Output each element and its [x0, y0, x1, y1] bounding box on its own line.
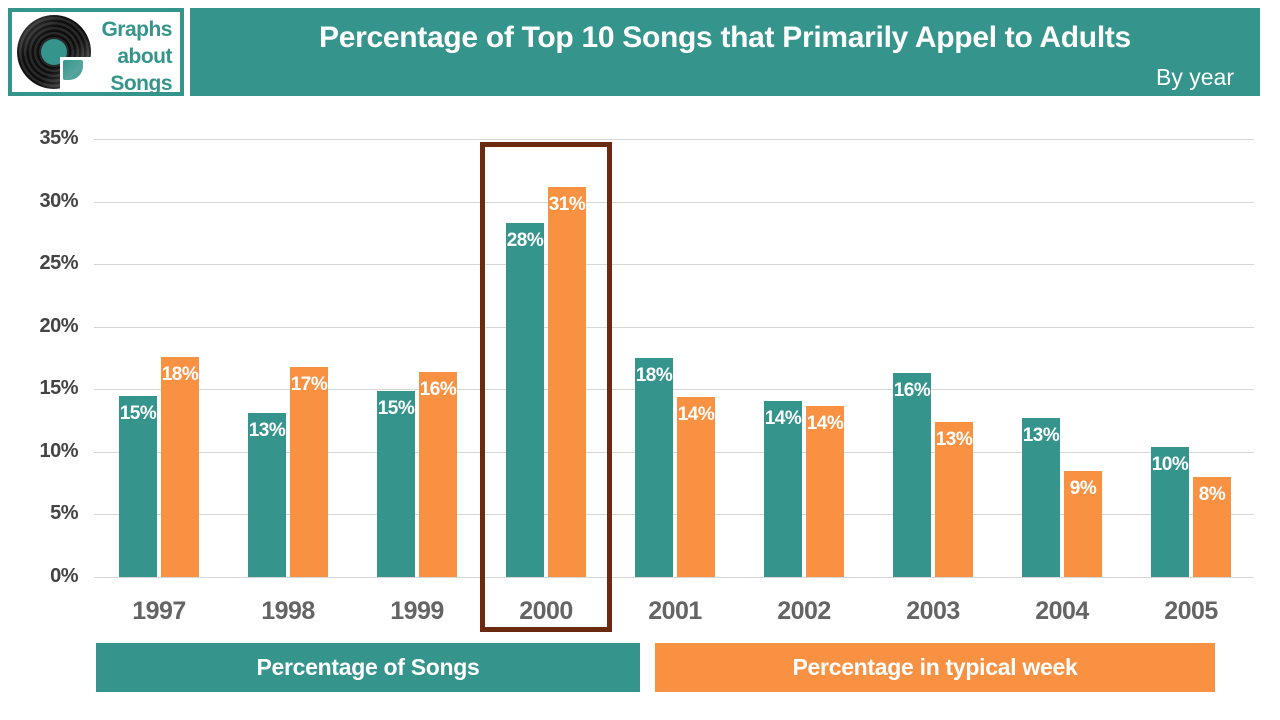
x-axis-label: 1997	[132, 597, 186, 625]
bar-2002-week: 14%	[806, 405, 844, 577]
y-axis-tick-label: 15%	[39, 377, 78, 400]
x-axis-label: 2004	[1035, 597, 1089, 625]
bar-2003-week: 13%	[935, 421, 973, 577]
x-axis-label: 2003	[906, 597, 960, 625]
x-axis-label: 2001	[648, 597, 702, 625]
logo-line-2: about	[117, 45, 172, 68]
x-axis-label: 2000	[519, 597, 573, 625]
header: Percentage of Top 10 Songs that Primaril…	[190, 8, 1260, 96]
bar-2001-week: 14%	[677, 396, 715, 577]
page-title: Percentage of Top 10 Songs that Primaril…	[319, 21, 1131, 54]
bar-1999-songs: 15%	[377, 390, 415, 577]
y-axis-tick-label: 10%	[39, 439, 78, 462]
bar-value-label: 9%	[1069, 477, 1097, 499]
bar-1997-week: 18%	[161, 356, 199, 577]
bar-value-label: 13%	[248, 420, 286, 442]
bar-1999-week: 16%	[419, 371, 457, 577]
y-axis-tick-label: 35%	[39, 127, 78, 149]
bar-value-label: 31%	[548, 193, 586, 215]
logo-text: Graphs about Songs	[101, 16, 172, 95]
bar-value-label: 16%	[893, 380, 931, 402]
gridline	[94, 577, 1254, 578]
bar-2003-songs: 16%	[893, 373, 931, 577]
y-axis-tick-label: 5%	[50, 502, 78, 525]
bar-value-label: 13%	[1022, 425, 1060, 447]
bar-2000-week: 31%	[548, 186, 586, 577]
bar-value-label: 17%	[290, 373, 328, 395]
bar-value-label: 8%	[1198, 483, 1226, 505]
bar-value-label: 18%	[161, 363, 199, 385]
gridline	[94, 264, 1254, 266]
bar-value-label: 10%	[1151, 453, 1189, 475]
bar-value-label: 16%	[419, 378, 457, 400]
legend-percentage-in-typical-week: Percentage in typical week	[655, 643, 1215, 692]
highlight-box-2000	[480, 142, 612, 632]
x-axis-label: 1999	[390, 597, 444, 625]
logo: Graphs about Songs	[8, 8, 184, 96]
x-axis-label: 1998	[261, 597, 315, 625]
bar-value-label: 28%	[506, 229, 544, 251]
x-axis-label: 2005	[1164, 597, 1218, 625]
logo-line-3: Songs	[110, 72, 172, 95]
x-axis-label: 2002	[777, 597, 831, 625]
gridline	[94, 451, 1254, 453]
bar-2001-songs: 18%	[635, 358, 673, 577]
vinyl-record-icon	[17, 15, 104, 92]
gridline	[94, 201, 1254, 203]
bar-2005-songs: 10%	[1151, 446, 1189, 577]
bar-value-label: 14%	[677, 403, 715, 425]
bar-value-label: 15%	[377, 397, 415, 419]
bar-2005-week: 8%	[1193, 476, 1231, 577]
gridline	[94, 139, 1254, 140]
y-axis-tick-label: 0%	[50, 565, 78, 587]
bar-value-label: 18%	[635, 365, 673, 386]
bar-2000-songs: 28%	[506, 222, 544, 577]
gridline	[94, 389, 1254, 391]
bar-1998-songs: 13%	[248, 413, 286, 577]
bar-value-label: 13%	[935, 428, 973, 450]
bar-value-label: 14%	[764, 407, 802, 429]
page-subtitle: By year	[1156, 64, 1234, 90]
y-axis-tick-label: 25%	[39, 252, 78, 275]
gridline	[94, 326, 1254, 328]
bar-1997-songs: 15%	[119, 395, 157, 577]
gridline	[94, 514, 1254, 516]
bar-2004-week: 9%	[1064, 470, 1102, 577]
bar-1998-week: 17%	[290, 366, 328, 577]
bar-2004-songs: 13%	[1022, 418, 1060, 577]
y-axis-tick-label: 20%	[39, 314, 78, 337]
bar-value-label: 15%	[119, 402, 157, 424]
y-axis-tick-label: 30%	[39, 189, 78, 212]
bar-2002-songs: 14%	[764, 400, 802, 577]
logo-line-1: Graphs	[101, 18, 172, 41]
legend-percentage-of-songs: Percentage of Songs	[96, 643, 640, 692]
bar-value-label: 14%	[806, 412, 844, 434]
